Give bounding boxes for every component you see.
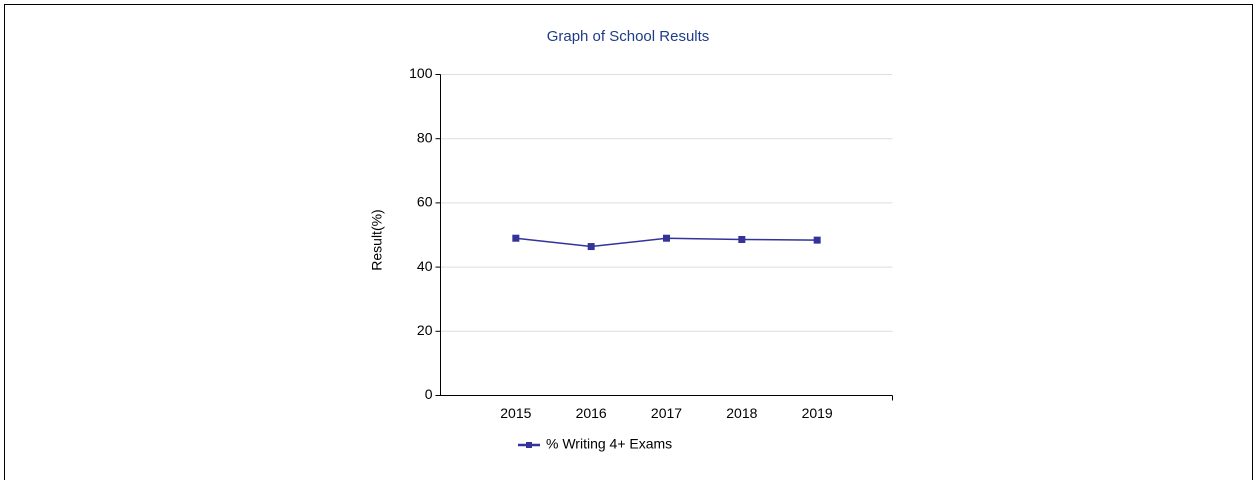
y-tick-label: 80 xyxy=(417,129,433,145)
y-axis-label: Result(%) xyxy=(369,209,385,270)
point xyxy=(512,234,520,242)
x-tick-label: 2017 xyxy=(651,405,682,421)
x-tick-label: 2015 xyxy=(500,405,531,421)
legend-label: % Writing 4+ Exams xyxy=(546,436,672,452)
point xyxy=(587,243,595,251)
y-tick-label: 20 xyxy=(417,322,433,338)
point xyxy=(813,236,821,244)
x-tick-label: 2016 xyxy=(576,405,607,421)
frame xyxy=(4,4,1253,480)
y-tick-label: 40 xyxy=(417,258,433,274)
x-tick-label: 2018 xyxy=(726,405,757,421)
y-tick-label: 60 xyxy=(417,194,433,210)
y-tick-label: 0 xyxy=(425,386,433,402)
point xyxy=(738,235,746,243)
x-tick-label: 2019 xyxy=(802,405,833,421)
chart-title: Graph of School Results xyxy=(547,28,710,45)
legend-marker xyxy=(526,442,532,448)
point xyxy=(663,234,670,242)
y-tick-label: 100 xyxy=(409,65,433,81)
